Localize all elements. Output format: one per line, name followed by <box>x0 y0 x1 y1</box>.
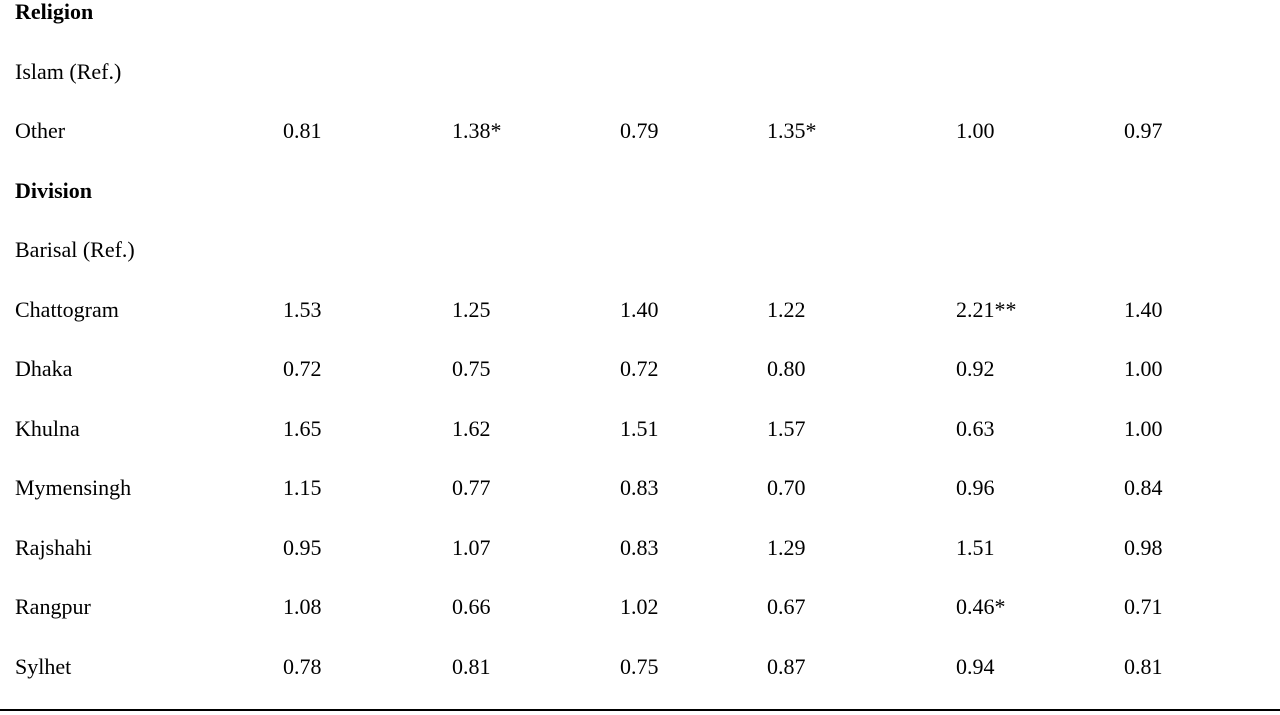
row-label: Rangpur <box>15 594 91 619</box>
table-cell: 0.66 <box>452 594 491 619</box>
table-cell: 0.70 <box>767 475 806 500</box>
table-cell: 0.96 <box>956 475 995 500</box>
table-cell: 0.95 <box>283 534 322 560</box>
table-cell: 0.77 <box>452 475 491 500</box>
table-cell: 0.81 <box>1124 653 1163 679</box>
table-cell: 1.62 <box>452 415 491 441</box>
table-cell: 0.71 <box>1124 594 1163 619</box>
row-label: Chattogram <box>15 296 119 322</box>
row-label: Sylhet <box>15 653 72 679</box>
table-cell: 0.98 <box>1124 534 1163 560</box>
table-cell: 1.15 <box>283 475 322 500</box>
table-cell: 1.40 <box>1124 296 1163 322</box>
table-cell: 0.75 <box>620 653 659 679</box>
table-cell: 0.78 <box>283 653 322 679</box>
row-label: Mymensingh <box>15 475 132 500</box>
table-cell: 1.25 <box>452 296 491 322</box>
table-cell: 0.83 <box>620 534 659 560</box>
table-cell: 0.81 <box>452 653 491 679</box>
table-cell: 1.38* <box>452 118 502 143</box>
table-cell: 2.21** <box>956 296 1017 322</box>
table-cell: 1.22 <box>767 296 806 322</box>
table-cell: 0.83 <box>620 475 659 500</box>
table-cell: 0.63 <box>956 415 995 441</box>
table-cell: 1.51 <box>620 415 659 441</box>
table-cell: 1.51 <box>956 534 995 560</box>
table-cell: 0.72 <box>620 356 659 381</box>
row-label: Barisal (Ref.) <box>15 237 135 262</box>
row-label: Rajshahi <box>15 534 92 560</box>
table-cell: 1.02 <box>620 594 659 619</box>
table-cell: 1.07 <box>452 534 491 560</box>
row-label: Islam (Ref.) <box>15 58 122 84</box>
table-cell: 0.97 <box>1124 118 1163 143</box>
table-cell: 0.81 <box>283 118 322 143</box>
table-cell: 1.65 <box>283 415 322 441</box>
row-label: Other <box>15 118 66 143</box>
table-cell: 1.08 <box>283 594 322 619</box>
table-cell: 0.94 <box>956 653 995 679</box>
table-cell: 0.79 <box>620 118 659 143</box>
table-cell: 1.00 <box>1124 415 1163 441</box>
table-cell: 0.67 <box>767 594 806 619</box>
bottom-rule <box>0 709 1280 711</box>
table-cell: 1.57 <box>767 415 806 441</box>
row-label: Khulna <box>15 415 80 441</box>
table-cell: 0.75 <box>452 356 491 381</box>
table-cell: 0.84 <box>1124 475 1163 500</box>
table-cell: 1.40 <box>620 296 659 322</box>
row-label: Dhaka <box>15 356 73 381</box>
table-cell: 1.29 <box>767 534 806 560</box>
table-cell: 0.72 <box>283 356 322 381</box>
table-cell: 1.00 <box>956 118 995 143</box>
table-cell: 1.53 <box>283 296 322 322</box>
section-heading: Division <box>15 177 93 203</box>
table-cell: 1.35* <box>767 118 817 143</box>
table-cell: 1.00 <box>1124 356 1163 381</box>
table-cell: 0.87 <box>767 653 806 679</box>
section-heading: Religion <box>15 0 94 24</box>
table-cell: 0.80 <box>767 356 806 381</box>
table-cell: 0.46* <box>956 594 1006 619</box>
table-cell: 0.92 <box>956 356 995 381</box>
